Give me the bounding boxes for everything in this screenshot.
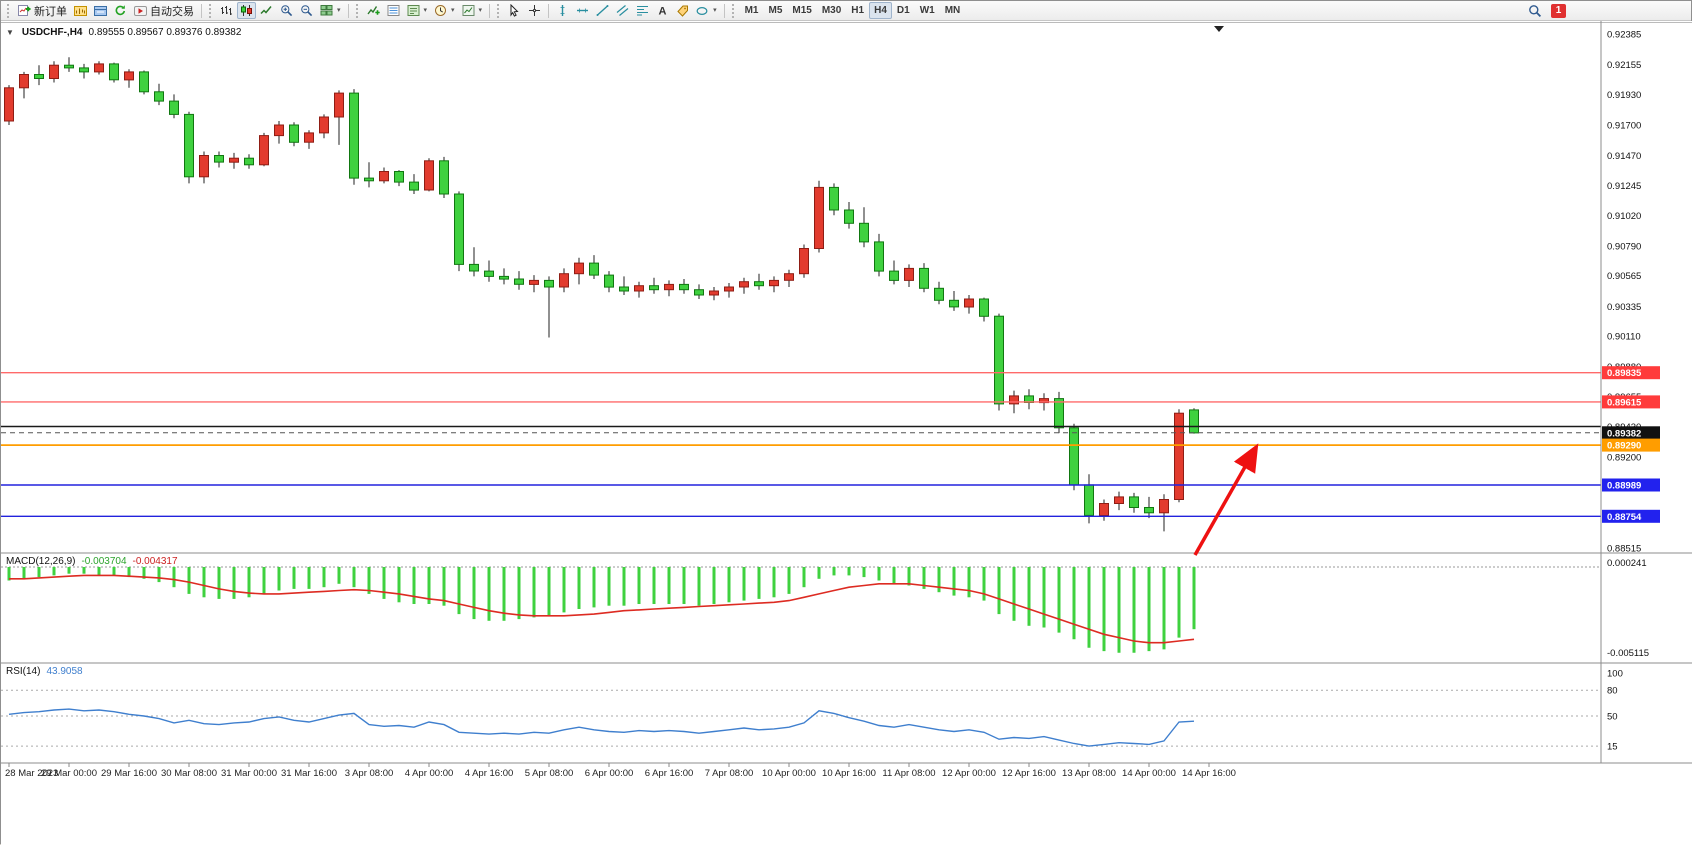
horizontal-line-icon (576, 4, 589, 17)
zoom-out-button[interactable] (297, 2, 316, 19)
main-toolbar: 新订单 自动交易 (1, 1, 1691, 21)
toolbar-drag-handle[interactable] (7, 4, 11, 18)
tf-button-m5[interactable]: M5 (763, 2, 787, 19)
new-order-button[interactable]: 新订单 (15, 2, 70, 19)
fibonacci-button[interactable] (633, 2, 652, 19)
toolbar-separator (548, 4, 549, 18)
new-chart-icon (74, 4, 87, 17)
zoom-in-button[interactable] (277, 2, 296, 19)
new-order-icon (18, 4, 31, 17)
label-button[interactable] (673, 2, 692, 19)
periods-list-icon (387, 4, 400, 17)
notification-badge[interactable]: 1 (1551, 4, 1566, 18)
toolbar-right-group: 1 (1525, 2, 1566, 19)
profiles-button[interactable] (91, 2, 110, 19)
profiles-icon (94, 4, 107, 17)
candlestick-chart-button[interactable] (237, 2, 256, 19)
toolbar-drag-handle[interactable] (356, 4, 360, 18)
chevron-down-icon: ▾ (451, 7, 455, 14)
templates-icon (407, 4, 420, 17)
tf-button-m1[interactable]: M1 (740, 2, 764, 19)
tf-button-m15[interactable]: M15 (787, 2, 816, 19)
zoom-in-icon (280, 4, 293, 17)
autotrading-icon (134, 4, 147, 17)
line-chart-button[interactable] (257, 2, 276, 19)
tile-windows-button[interactable]: ▾ (317, 2, 344, 19)
toolbar-separator (348, 4, 349, 18)
toolbar-separator (201, 4, 202, 18)
price-axis[interactable] (1601, 21, 1692, 763)
autotrading-label: 自动交易 (150, 3, 194, 19)
chevron-down-icon: ▾ (479, 7, 483, 14)
indicators-button[interactable] (364, 2, 383, 19)
horizontal-line-button[interactable] (573, 2, 592, 19)
chevron-down-icon: ▾ (424, 7, 428, 14)
trendline-icon (596, 4, 609, 17)
vertical-line-button[interactable] (553, 2, 572, 19)
toolbar-drag-handle[interactable] (732, 4, 736, 18)
toolbar-drag-handle[interactable] (497, 4, 501, 18)
shapes-icon (696, 4, 709, 17)
indicators-icon (367, 4, 380, 17)
clock-icon (434, 4, 447, 17)
chevron-down-icon: ▾ (713, 7, 717, 14)
time-axis[interactable] (1, 763, 1601, 783)
chart-settings-button[interactable]: ▾ (459, 2, 486, 19)
chart-canvas[interactable]: 0.923850.921550.919300.917000.914700.912… (1, 21, 1692, 845)
periods-list-button[interactable] (384, 2, 403, 19)
bar-chart-button[interactable] (217, 2, 236, 19)
zoom-out-icon (300, 4, 313, 17)
line-chart-icon (260, 4, 273, 17)
vertical-line-icon (556, 4, 569, 17)
tf-button-h1[interactable]: H1 (846, 2, 869, 19)
tf-button-w1[interactable]: W1 (915, 2, 940, 19)
channel-icon (616, 4, 629, 17)
refresh-icon (114, 4, 127, 17)
cursor-icon (508, 4, 521, 17)
timeframe-clock-button[interactable]: ▾ (431, 2, 458, 19)
toolbar-drag-handle[interactable] (209, 4, 213, 18)
chart-settings-icon (462, 4, 475, 17)
crosshair-button[interactable] (525, 2, 544, 19)
text-button[interactable]: A (653, 2, 672, 19)
tf-button-mn[interactable]: MN (940, 2, 966, 19)
toolbar-separator (489, 4, 490, 18)
tf-button-d1[interactable]: D1 (892, 2, 915, 19)
toolbar-separator (724, 4, 725, 18)
refresh-button[interactable] (111, 2, 130, 19)
chevron-down-icon: ▾ (337, 7, 341, 14)
templates-button[interactable]: ▾ (404, 2, 431, 19)
search-icon (1528, 4, 1542, 18)
cursor-button[interactable] (505, 2, 524, 19)
candlestick-icon (240, 4, 253, 17)
autotrading-button[interactable]: 自动交易 (131, 2, 197, 19)
shapes-button[interactable]: ▾ (693, 2, 720, 19)
channel-button[interactable] (613, 2, 632, 19)
tf-button-m30[interactable]: M30 (817, 2, 846, 19)
search-button[interactable] (1525, 2, 1545, 19)
bar-chart-icon (220, 4, 233, 17)
svg-text:A: A (659, 6, 667, 18)
text-icon: A (656, 4, 669, 17)
tile-windows-icon (320, 4, 333, 17)
crosshair-icon (528, 4, 541, 17)
tf-button-h4[interactable]: H4 (869, 2, 892, 19)
new-chart-button[interactable] (71, 2, 90, 19)
trendline-button[interactable] (593, 2, 612, 19)
label-icon (676, 4, 689, 17)
new-order-label: 新订单 (34, 3, 67, 19)
fibonacci-icon (636, 4, 649, 17)
